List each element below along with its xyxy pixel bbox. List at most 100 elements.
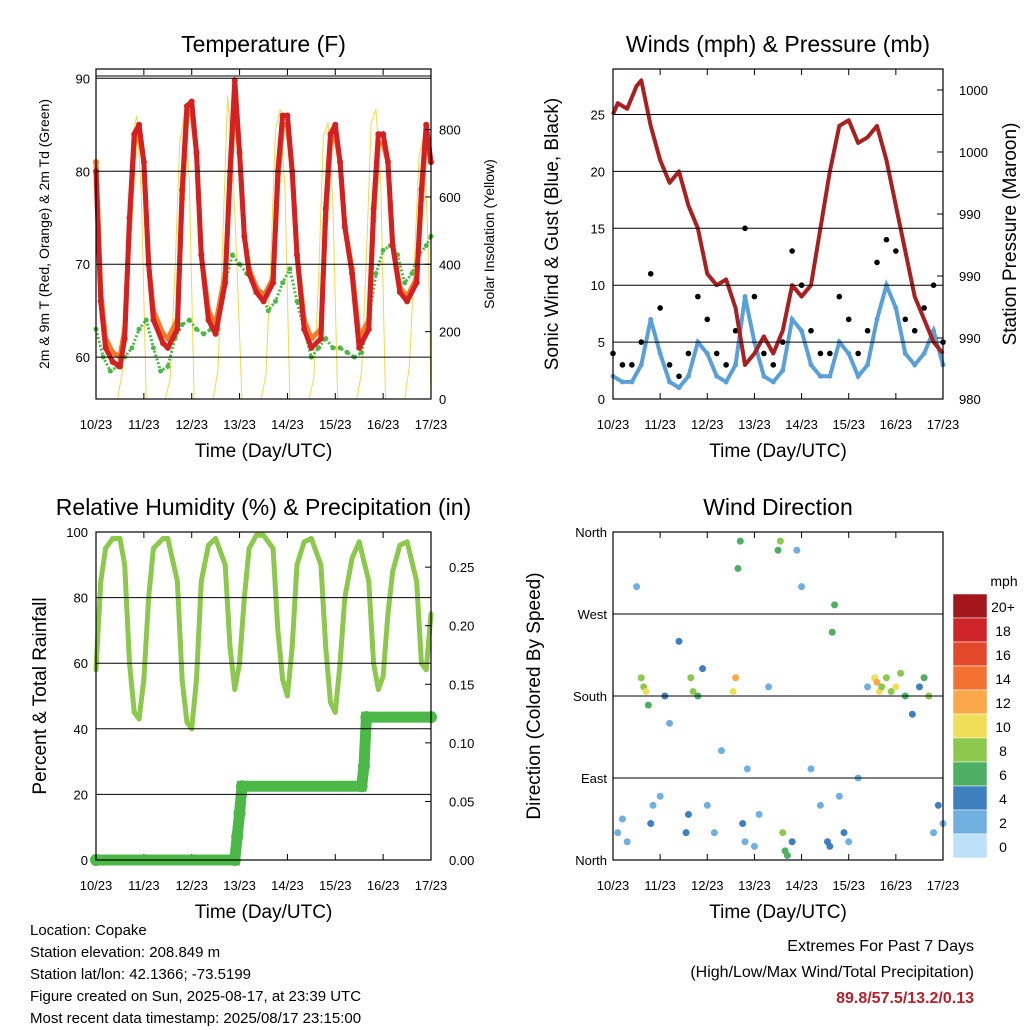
wind-point: [865, 362, 871, 368]
y2-tick-label: 990: [959, 331, 981, 346]
gust-point: [836, 293, 843, 300]
plot-area: [614, 537, 947, 859]
humidity-point: [414, 578, 420, 584]
y2-tick-label: 600: [439, 190, 461, 205]
series-point: [174, 326, 181, 333]
wind-point: [770, 379, 776, 385]
direction-point: [828, 628, 836, 636]
humidity-point: [318, 562, 324, 568]
series-point: [193, 149, 200, 156]
gust-point: [676, 373, 682, 380]
x-axis-label: Time (Day/UTC): [195, 902, 333, 923]
series-point: [253, 289, 260, 296]
x-tick-label: 17/23: [927, 417, 960, 432]
wind-point: [685, 373, 691, 379]
y-axis-label: Direction (Colored By Speed): [524, 572, 545, 819]
wind-point: [780, 368, 786, 374]
series-point: [140, 158, 147, 165]
colorbar-label: 4: [999, 791, 1007, 807]
direction-point: [717, 747, 725, 755]
direction-point: [755, 810, 763, 818]
wind-point: [827, 373, 833, 379]
series-point: [179, 322, 185, 328]
x-tick-label: 16/23: [367, 417, 400, 432]
series-point: [349, 270, 356, 277]
recent-timestamp-text: Most recent data timestamp: 2025/08/17 2…: [30, 1010, 362, 1027]
series-point: [327, 131, 334, 138]
series-point: [337, 345, 343, 351]
series-point: [97, 298, 104, 305]
humidity-point: [301, 539, 307, 545]
pressure-line: [611, 78, 945, 367]
series-point: [279, 112, 286, 119]
colorbar-label: 16: [995, 647, 1011, 663]
y-tick-label: 20: [591, 164, 605, 179]
x-tick-label: 13/23: [223, 417, 256, 432]
humidity-point: [356, 539, 362, 545]
series-point: [165, 363, 171, 369]
colorbar-swatch: [952, 737, 988, 763]
direction-point: [845, 838, 853, 846]
x-tick-label: 12/23: [175, 878, 208, 893]
chart-title: Relative Humidity (%) & Precipitation (i…: [56, 494, 471, 520]
colorbar-label: 10: [995, 719, 1011, 735]
series-point: [201, 331, 207, 337]
x-tick-label: 16/23: [880, 417, 913, 432]
direction-point: [892, 683, 900, 691]
direction-point: [734, 564, 742, 572]
wind-point: [638, 362, 644, 368]
y2-axis-label: Station Pressure (Maroon): [1000, 123, 1021, 346]
series-point: [109, 358, 116, 365]
humidity-point: [385, 611, 391, 617]
wind-point: [676, 385, 682, 391]
direction-point: [816, 801, 824, 809]
humidity-point: [366, 578, 372, 584]
y-tick-label: 5: [598, 335, 605, 350]
direction-point: [644, 701, 652, 709]
gust-point: [657, 305, 663, 311]
series-point: [131, 131, 138, 138]
plot-frame: [612, 531, 944, 861]
series-point: [316, 345, 322, 351]
direction-point: [793, 546, 801, 554]
y-tick-label: 40: [74, 722, 88, 737]
humidity-point: [194, 677, 199, 683]
station-info: Location: Copake Station elevation: 208.…: [30, 920, 361, 1030]
colorbar-label: 8: [999, 743, 1007, 759]
direction-point: [779, 829, 787, 837]
x-axis-label: Time (Day/UTC): [709, 902, 847, 923]
y-tick-label: East: [581, 771, 607, 786]
humidity-point: [184, 719, 190, 725]
series-point: [107, 368, 113, 374]
series-point: [389, 242, 396, 249]
colorbar-label: 6: [999, 767, 1007, 783]
x-tick-label: 14/23: [785, 878, 818, 893]
gust-point: [902, 316, 909, 323]
gust-point: [845, 316, 852, 323]
direction-point: [878, 683, 886, 691]
x-tick-label: 17/23: [927, 878, 960, 893]
series-point: [322, 205, 329, 212]
humidity-point: [232, 686, 238, 692]
direction-point: [732, 674, 740, 682]
humidity-point: [308, 536, 314, 542]
humidity-point: [131, 709, 137, 715]
y2-tick-label: 990: [959, 207, 981, 222]
colorbar-label: 0: [999, 839, 1007, 855]
series-point: [409, 271, 415, 277]
y2-tick-label: 1000: [959, 83, 988, 98]
series-point: [129, 345, 135, 351]
direction-point: [826, 842, 834, 850]
created-text: Figure created on Sun, 2025-08-17, at 23…: [30, 988, 362, 1005]
wind-point: [808, 362, 814, 368]
gust-point: [666, 362, 673, 368]
y2-tick-label: 980: [959, 392, 981, 407]
gust-point: [685, 350, 692, 357]
direction-point: [741, 838, 749, 846]
x-tick-label: 15/23: [832, 417, 865, 432]
x-axis-label: Time (Day/UTC): [709, 441, 847, 462]
colorbar-swatch: [952, 833, 988, 859]
wind-point: [761, 373, 767, 379]
direction-point: [682, 829, 690, 837]
